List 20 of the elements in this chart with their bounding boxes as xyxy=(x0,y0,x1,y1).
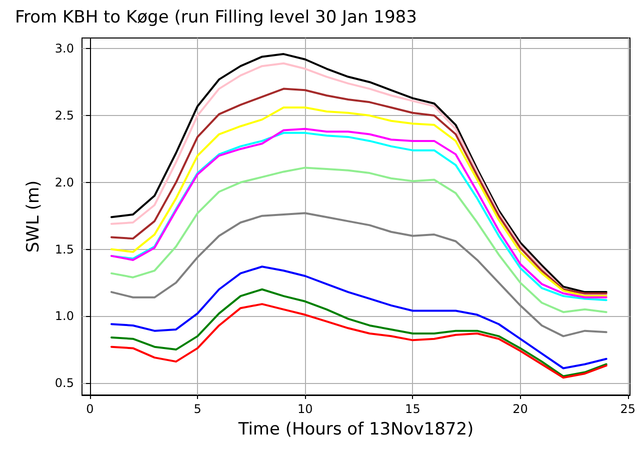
line-series xyxy=(110,288,608,378)
y-axis-title: SWL (m) xyxy=(24,180,44,253)
x-tick-label: 15 xyxy=(405,402,420,416)
y-tick-label: 2.0 xyxy=(54,175,74,190)
line-series xyxy=(110,266,608,370)
y-tick-label: 0.5 xyxy=(54,376,74,390)
y-tick-label: 3.0 xyxy=(54,42,74,56)
chart-title: From KBH to Køge (run Filling level 30 Jan 1983 xyxy=(15,8,417,28)
x-tick-label: 5 xyxy=(194,402,202,416)
x-tick-label: 25 xyxy=(620,402,636,416)
line-series xyxy=(110,212,608,338)
x-tick-label: 20 xyxy=(512,402,528,416)
y-tick-label: 1.5 xyxy=(54,242,74,256)
x-tick-label: 0 xyxy=(86,402,94,416)
line-series xyxy=(110,166,608,314)
x-axis-title: Time (Hours of 13Nov1872) xyxy=(237,420,474,440)
y-tick-label: 1.0 xyxy=(54,309,74,324)
line-series xyxy=(110,303,608,379)
y-tick-label: 2.5 xyxy=(54,108,74,123)
x-tick-label: 10 xyxy=(297,402,313,416)
